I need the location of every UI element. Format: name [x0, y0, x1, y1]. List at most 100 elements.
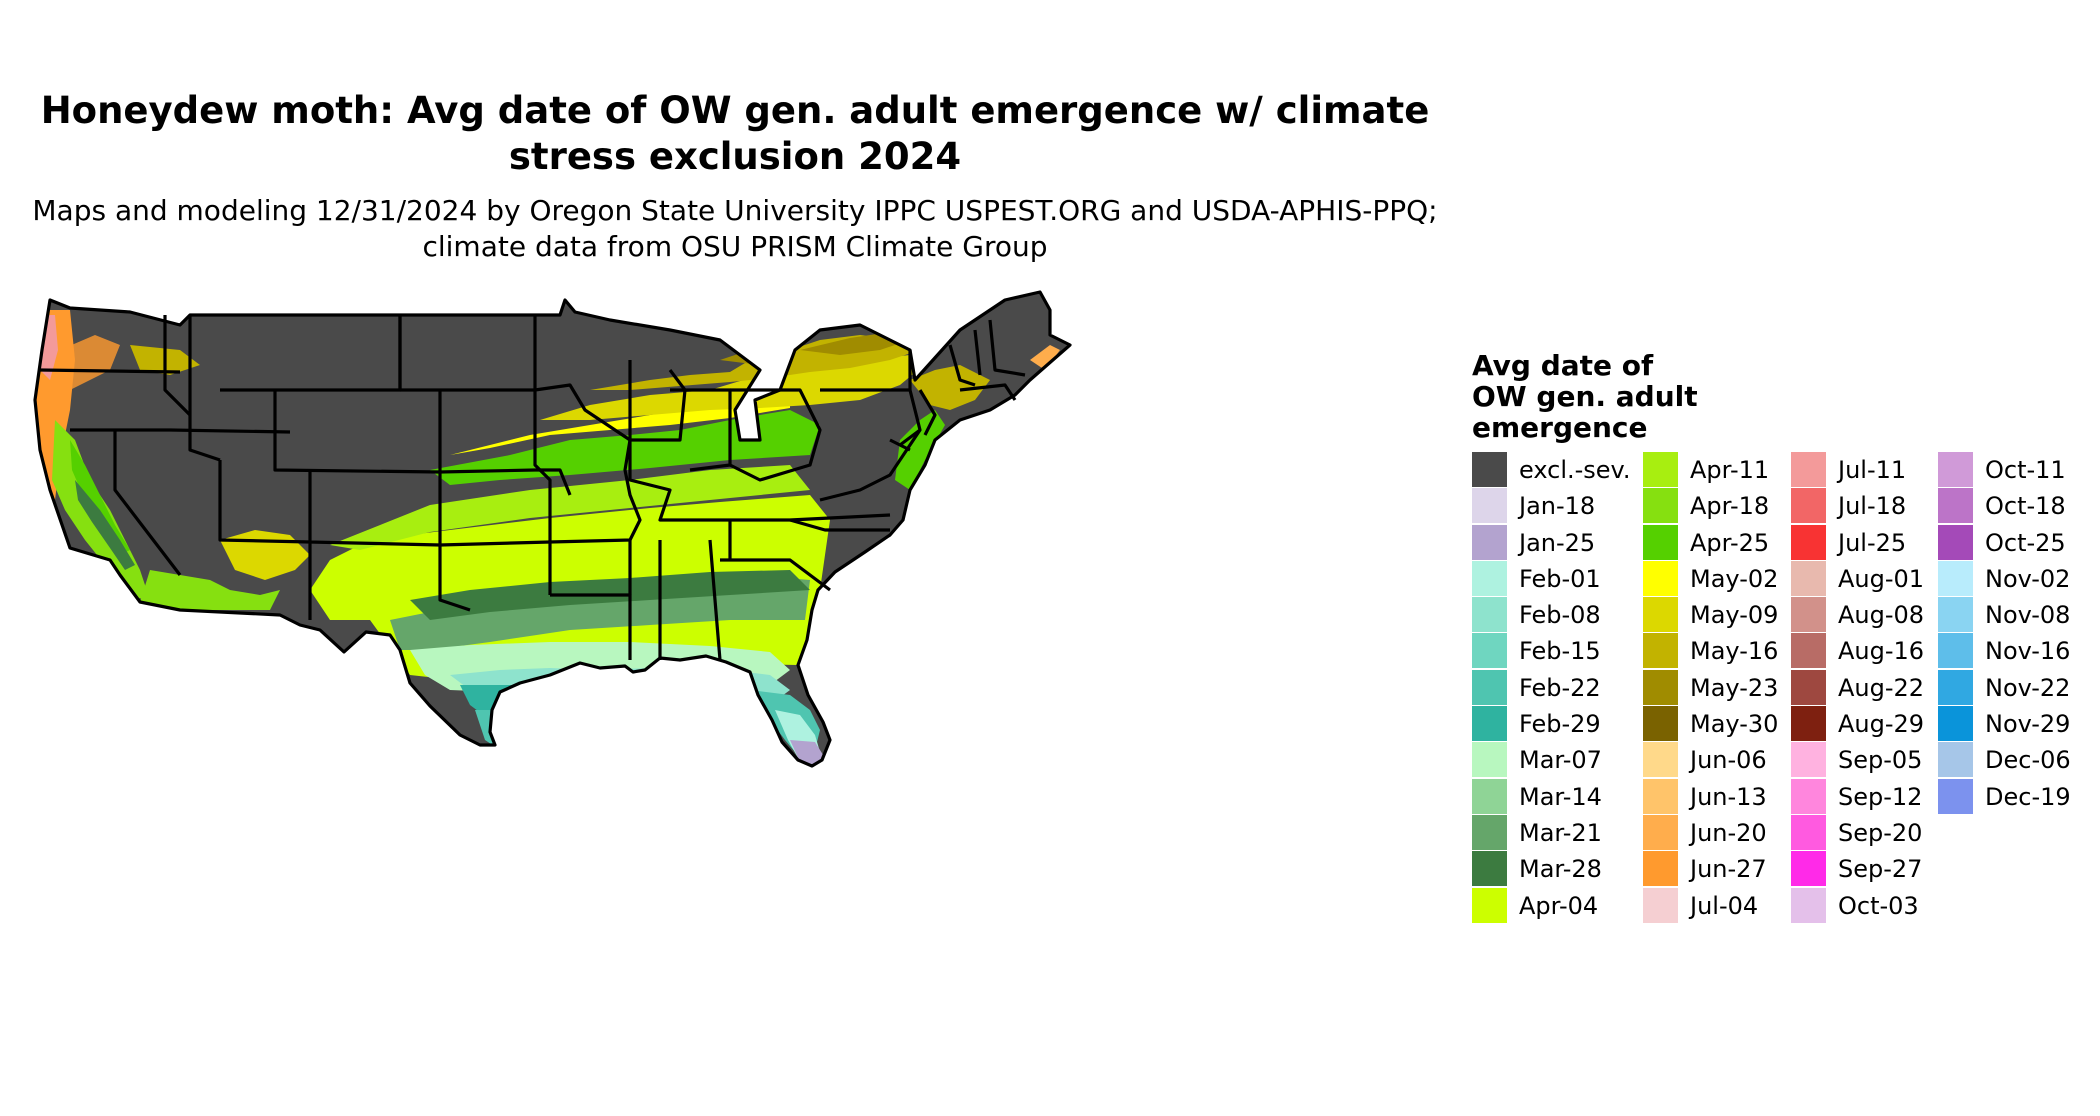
- legend-title-line: emergence: [1472, 411, 1648, 444]
- legend-label: Apr-11: [1690, 456, 1770, 484]
- legend-swatch: [1938, 633, 1973, 669]
- legend-label: excl.-sev.: [1519, 456, 1631, 484]
- legend-label: Apr-04: [1519, 891, 1599, 920]
- legend-label: Nov-29: [1985, 710, 2071, 739]
- legend-swatch: [1643, 597, 1678, 633]
- us-map: [33, 290, 1072, 768]
- legend-swatch: [1643, 560, 1678, 596]
- legend-swatch: [1472, 742, 1507, 778]
- legend-label: May-16: [1690, 637, 1779, 666]
- legend-label: Jul-25: [1838, 528, 1907, 557]
- legend-label: Aug-08: [1838, 601, 1925, 630]
- legend-label: Sep-05: [1838, 746, 1923, 775]
- legend-swatch: [1472, 851, 1507, 887]
- legend-swatch: [1938, 669, 1973, 705]
- legend-label: Oct-03: [1838, 891, 1919, 920]
- legend-label: Jun-06: [1690, 746, 1767, 775]
- legend-title: Avg date of OW gen. adult emergence: [1472, 350, 1698, 443]
- legend-swatch: [1643, 524, 1678, 560]
- legend-title-line: Avg date of: [1472, 349, 1654, 382]
- legend-label: Mar-14: [1519, 782, 1602, 811]
- legend-swatch: [1472, 633, 1507, 669]
- legend-label: Aug-01: [1838, 564, 1925, 593]
- legend-swatch: [1791, 597, 1826, 633]
- legend-label: May-30: [1690, 710, 1779, 739]
- legend-label: Feb-29: [1519, 710, 1601, 739]
- legend-swatch: [1472, 669, 1507, 705]
- legend-swatch: [1472, 778, 1507, 814]
- legend-swatch: [1472, 597, 1507, 633]
- legend-swatch: [1791, 669, 1826, 705]
- legend-swatch: [1791, 488, 1826, 524]
- legend-label: Nov-16: [1985, 637, 2071, 666]
- legend-swatch: [1938, 597, 1973, 633]
- legend-swatch: [1643, 633, 1678, 669]
- legend-swatch: [1643, 706, 1678, 742]
- legend-label: May-02: [1690, 564, 1779, 593]
- legend-swatch: [1791, 887, 1826, 923]
- legend-swatch: [1472, 488, 1507, 524]
- map-subtitle: Maps and modeling 12/31/2024 by Oregon S…: [32, 194, 1438, 263]
- map-title: Honeydew moth: Avg date of OW gen. adult…: [40, 89, 1430, 178]
- legend-swatch: [1472, 887, 1507, 923]
- legend-label: Aug-29: [1838, 710, 1925, 739]
- legend-swatch: [1472, 452, 1507, 487]
- legend-swatch: [1791, 524, 1826, 560]
- legend-swatch: [1791, 814, 1826, 850]
- legend-swatch: [1938, 488, 1973, 524]
- legend-swatch: [1472, 814, 1507, 850]
- legend-label: Feb-08: [1519, 601, 1601, 630]
- legend-swatch: [1472, 560, 1507, 596]
- legend-label: Apr-25: [1690, 528, 1770, 557]
- legend-label: Sep-12: [1838, 782, 1923, 811]
- legend-swatch: [1791, 742, 1826, 778]
- legend-label: Mar-21: [1519, 818, 1602, 847]
- legend-swatch: [1938, 742, 1973, 778]
- legend-label: May-09: [1690, 601, 1779, 630]
- legend-swatch: [1643, 851, 1678, 887]
- legend-swatch: [1643, 488, 1678, 524]
- legend-swatch: [1472, 706, 1507, 742]
- legend-label: Nov-08: [1985, 601, 2071, 630]
- legend-label: Feb-01: [1519, 564, 1601, 593]
- legend-label: May-23: [1690, 673, 1779, 702]
- legend-swatch: [1938, 778, 1973, 814]
- legend-swatch: [1643, 814, 1678, 850]
- legend-label: Mar-28: [1519, 855, 1602, 884]
- legend-label: Jun-27: [1690, 855, 1767, 884]
- legend-swatch: [1791, 452, 1826, 487]
- legend-label: Oct-18: [1985, 492, 2066, 521]
- legend-label: Feb-22: [1519, 673, 1601, 702]
- legend-label: Oct-11: [1985, 456, 2066, 484]
- legend-label: Nov-02: [1985, 564, 2071, 593]
- legend-label: Nov-22: [1985, 673, 2071, 702]
- legend-swatch: [1791, 851, 1826, 887]
- legend-swatch: [1472, 524, 1507, 560]
- legend-label: Feb-15: [1519, 637, 1601, 666]
- legend-label: Sep-27: [1838, 855, 1923, 884]
- legend-label: Jan-18: [1519, 492, 1596, 521]
- legend-swatch: [1643, 669, 1678, 705]
- legend-label: Apr-18: [1690, 492, 1770, 521]
- legend-label: Dec-06: [1985, 746, 2071, 775]
- legend-swatch: [1791, 560, 1826, 596]
- legend-swatch: [1938, 452, 1973, 487]
- legend-label: Jan-25: [1519, 528, 1596, 557]
- legend-swatch: [1791, 778, 1826, 814]
- legend-swatch: [1938, 560, 1973, 596]
- legend-label: Sep-20: [1838, 818, 1923, 847]
- legend-swatch: [1938, 524, 1973, 560]
- legend-label: Jul-18: [1838, 492, 1907, 521]
- legend-swatch: [1938, 706, 1973, 742]
- legend-label: Aug-16: [1838, 637, 1925, 666]
- legend-label: Dec-19: [1985, 782, 2071, 811]
- legend-label: Aug-22: [1838, 673, 1925, 702]
- legend-label: Jun-13: [1690, 782, 1767, 811]
- legend-label: Mar-07: [1519, 746, 1602, 775]
- legend-swatch: [1791, 706, 1826, 742]
- legend-label: Jul-11: [1838, 456, 1907, 484]
- legend-swatch: [1643, 742, 1678, 778]
- legend-label: Jul-04: [1690, 891, 1759, 920]
- legend-label: Oct-25: [1985, 528, 2066, 557]
- legend-swatch: [1643, 778, 1678, 814]
